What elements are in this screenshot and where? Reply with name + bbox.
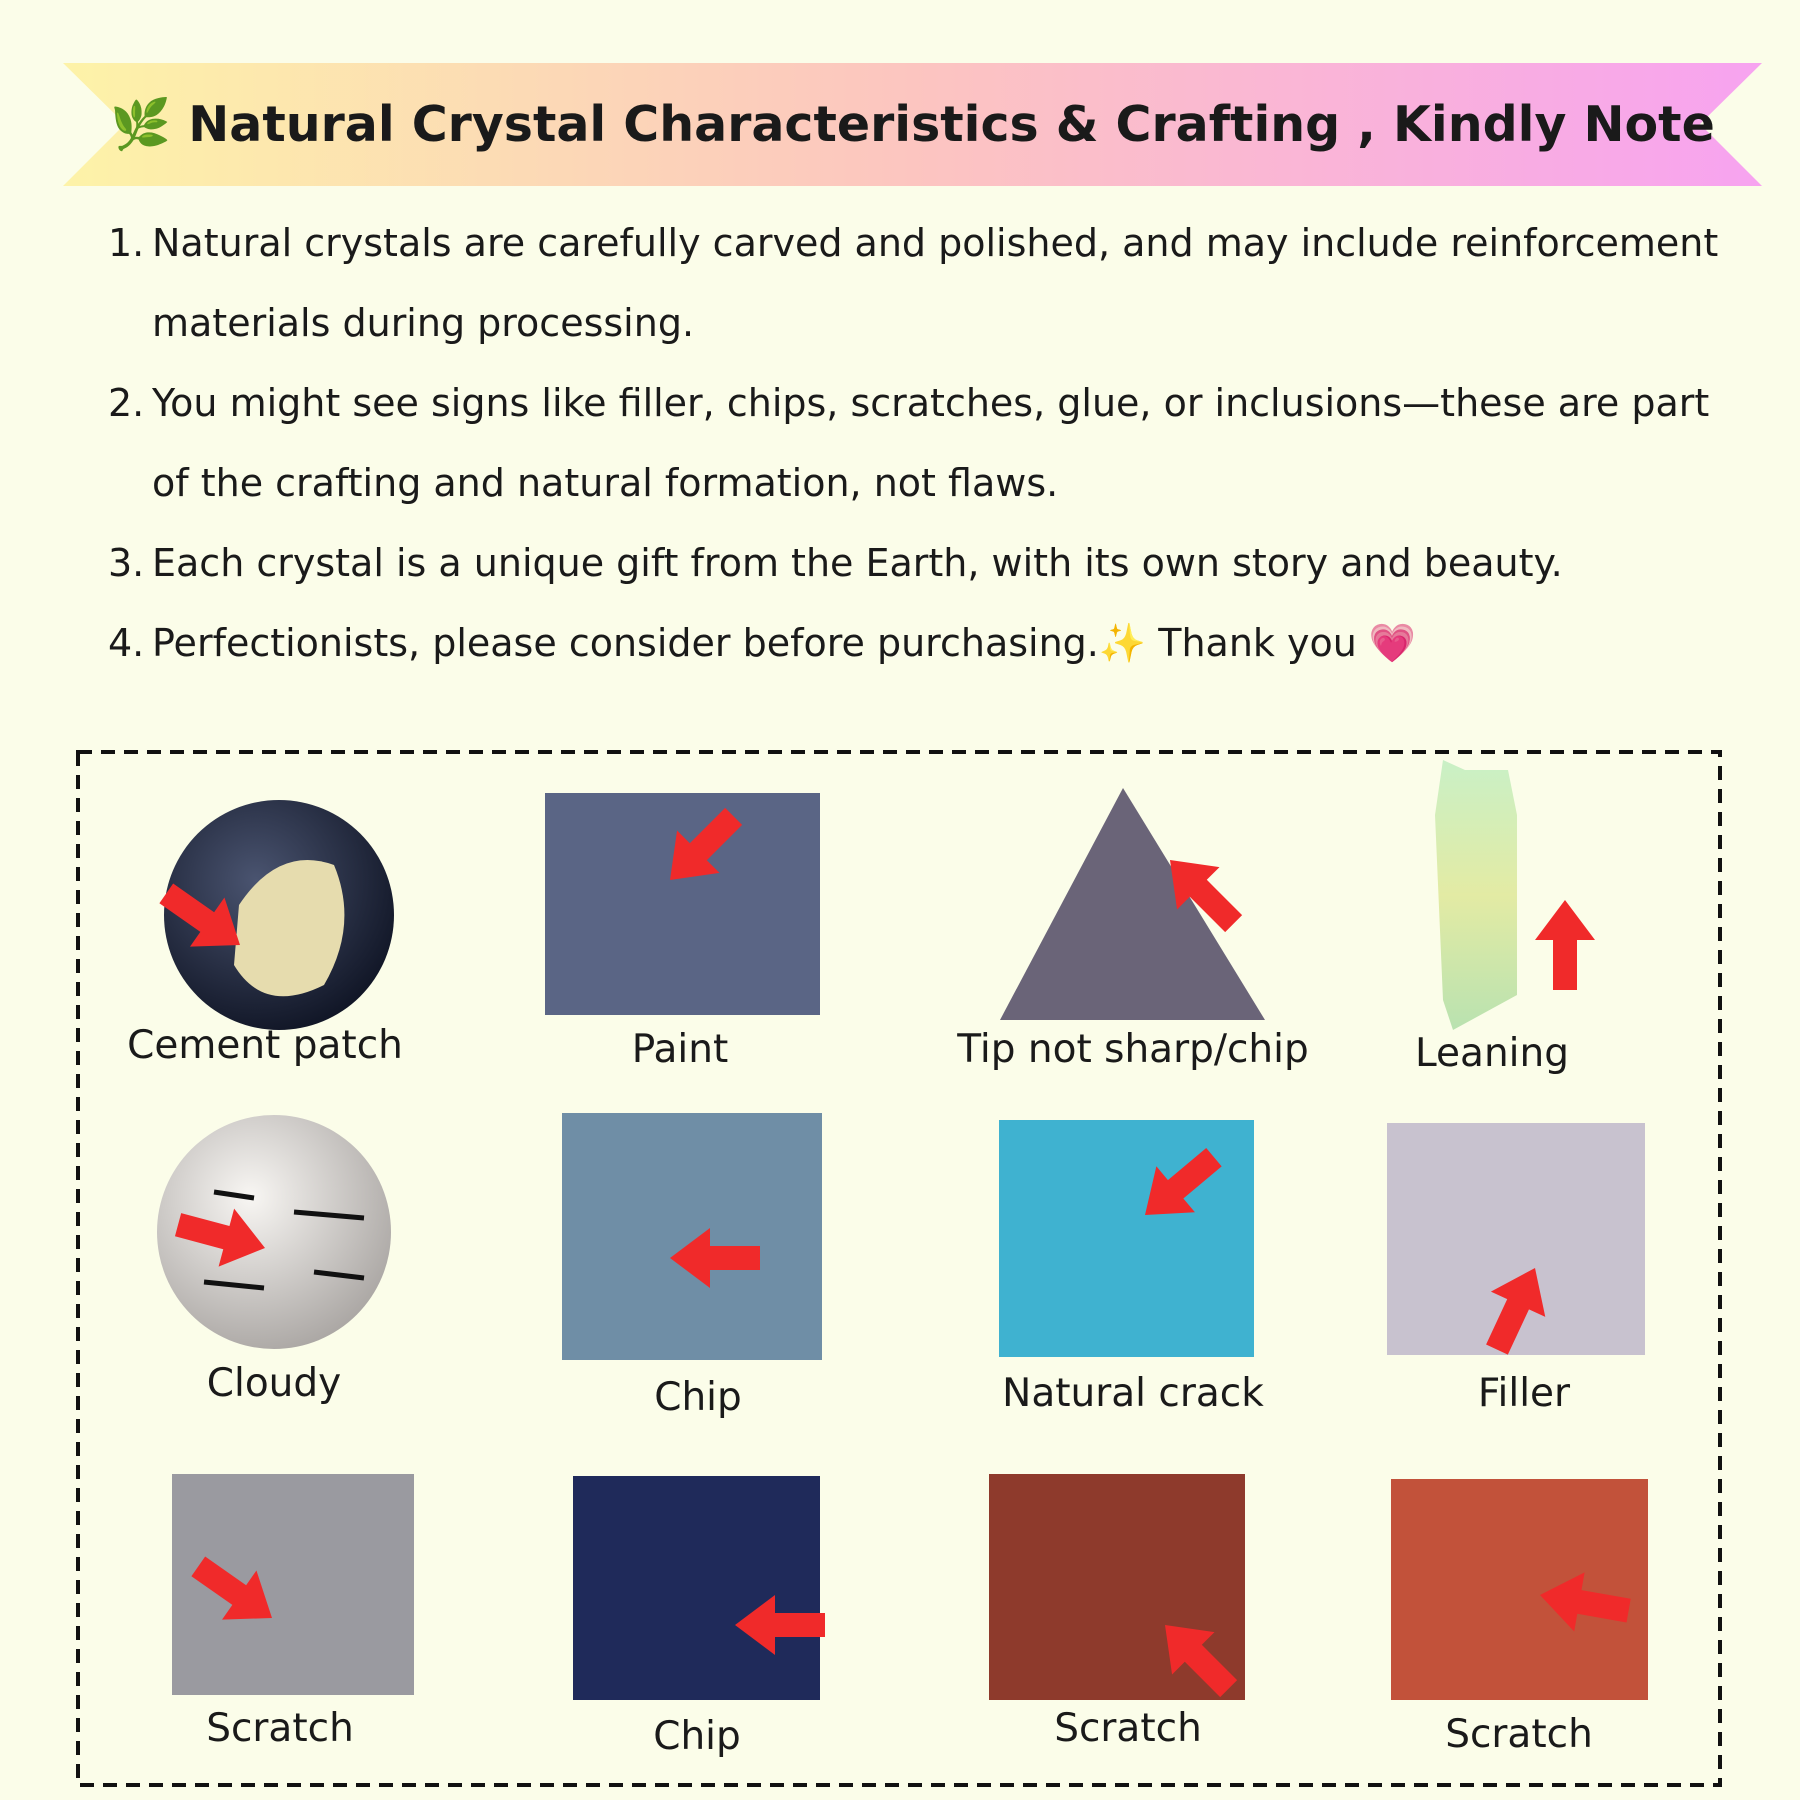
red-arrow [670, 1228, 760, 1288]
note-item: 2. You might see signs like filler, chips… [108, 363, 1728, 523]
note-number: 1. [108, 221, 145, 265]
cement-patch [234, 860, 345, 997]
sample-photo [1391, 1479, 1648, 1700]
sample-label: Filler [1478, 1371, 1571, 1416]
red-arrow [1540, 1572, 1631, 1632]
red-arrow [159, 883, 240, 947]
note-item: 4. Perfectionists, please consider before… [108, 603, 1728, 683]
banner [63, 63, 1762, 186]
sample-label: Natural crack [1002, 1371, 1264, 1416]
sample-photo [545, 793, 820, 1015]
inclusion-streak [203, 1279, 265, 1291]
sample-label: Paint [632, 1027, 729, 1072]
red-arrow [1145, 1147, 1222, 1215]
notes-list: 1. Natural crystals are carefully carved … [108, 203, 1728, 683]
red-arrow [670, 807, 743, 880]
title: 🌿 Natural Crystal Characteristics & Craf… [110, 96, 1715, 153]
sample-photo [1435, 760, 1517, 1030]
note-number: 2. [108, 381, 145, 425]
red-arrow [174, 1208, 265, 1267]
red-arrow [1535, 900, 1595, 990]
note-text: Natural crystals are carefully carved an… [152, 221, 1719, 345]
note-text: You might see signs like filler, chips, … [152, 381, 1710, 505]
sample-label: Tip not sharp/chip [956, 1027, 1309, 1072]
inclusion-streak [293, 1209, 365, 1221]
note-number: 4. [108, 621, 145, 665]
dashed-frame [76, 750, 1722, 1787]
note-text: Each crystal is a unique gift from the E… [152, 541, 1563, 585]
sample-label: Leaning [1415, 1031, 1569, 1076]
red-arrow [191, 1556, 272, 1620]
sample-label: Cloudy [207, 1361, 341, 1406]
sample-label: Scratch [1445, 1712, 1593, 1757]
note-item: 1. Natural crystals are carefully carved … [108, 203, 1728, 363]
sample-label: Scratch [1054, 1706, 1202, 1751]
sample-photo [999, 1120, 1254, 1357]
sample-photo [562, 1113, 822, 1360]
red-arrow [1486, 1268, 1546, 1355]
inclusion-streak [313, 1269, 365, 1281]
note-text: Perfectionists, please consider before p… [152, 621, 1417, 665]
sample-label: Chip [654, 1375, 742, 1420]
note-item: 3. Each crystal is a unique gift from the… [108, 523, 1728, 603]
sample-photo [1000, 788, 1265, 1020]
sample-label: Chip [653, 1714, 741, 1759]
sample-photo [157, 1115, 391, 1349]
banner-ribbon [63, 63, 1762, 186]
inclusion-streak [213, 1189, 255, 1201]
red-arrow [1165, 1625, 1238, 1698]
sample-photo [573, 1476, 820, 1700]
sample-label: Scratch [206, 1706, 354, 1751]
red-arrow [735, 1595, 825, 1655]
note-number: 3. [108, 541, 145, 585]
sample-label: Cement patch [127, 1023, 403, 1068]
red-arrow [1170, 860, 1243, 933]
